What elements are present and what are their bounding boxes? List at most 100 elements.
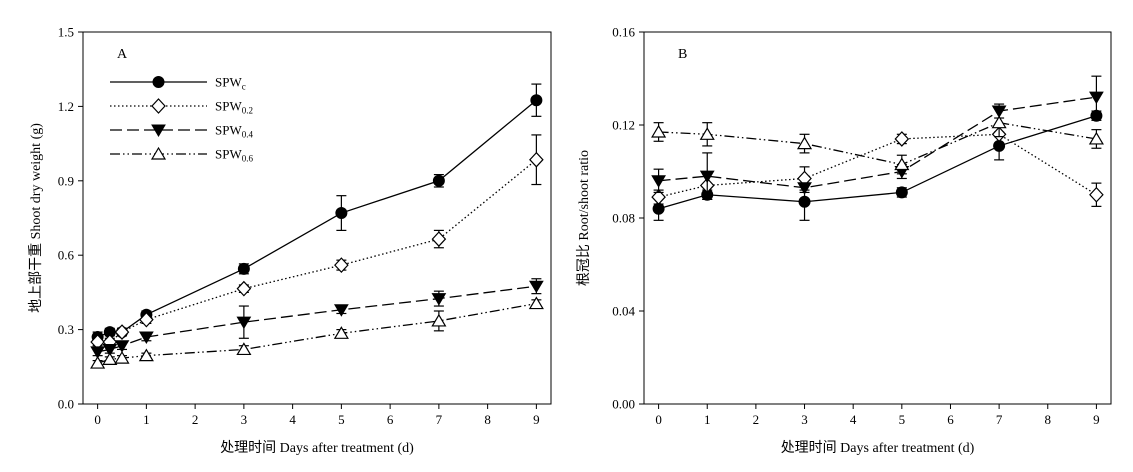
data-point	[114, 340, 130, 353]
data-point	[894, 157, 910, 171]
series-line	[658, 115, 1097, 210]
series-spw0-6	[90, 296, 544, 369]
data-point	[432, 174, 445, 187]
y-tick-label: 0.16	[612, 25, 635, 40]
data-point	[1088, 131, 1104, 145]
data-point	[236, 280, 252, 297]
data-point	[651, 189, 666, 205]
y-axis-label: 根冠比 Root/shoot ratio	[576, 150, 592, 286]
y-tick-label: 0.08	[612, 211, 635, 226]
series-line	[658, 96, 1097, 189]
x-tick-label: 4	[850, 412, 857, 427]
y-tick-label: 0.00	[612, 397, 635, 412]
x-tick-label: 4	[289, 412, 296, 427]
x-tick-label: 1	[704, 412, 711, 427]
y-tick-label: 0.12	[612, 118, 635, 133]
x-tick-label: 5	[338, 412, 345, 427]
x-tick-label: 8	[484, 412, 491, 427]
x-tick-label: 3	[801, 412, 808, 427]
data-point	[102, 343, 118, 357]
plot-frame	[82, 31, 552, 405]
y-tick-label: 0.9	[58, 173, 74, 188]
chart-b: 0 1 2 3 4 5 6 7 8 9 0.00 0.04 0.08 0.12 0.16 处理时间 Days …	[576, 25, 1112, 456]
x-tick-label: 7	[996, 412, 1003, 427]
x-tick-label: 5	[899, 412, 906, 427]
chart-a: 0 1 2 3 4 5 6 7 8 9 0.0 0.3 0.6 0.9 1.2 1.5 处理时间 Days af…	[28, 25, 552, 456]
data-point	[530, 94, 543, 107]
data-point	[138, 331, 154, 345]
series-line	[658, 122, 1097, 166]
data-point	[237, 262, 250, 275]
data-point	[991, 115, 1007, 129]
data-point	[431, 231, 447, 247]
x-tick-label: 6	[947, 412, 954, 427]
series-line	[97, 99, 537, 338]
data-point	[895, 186, 908, 199]
data-point	[236, 342, 252, 356]
x-tick-label: 1	[143, 412, 150, 427]
data-point	[334, 257, 349, 274]
panel-label: A	[117, 47, 128, 62]
data-point	[528, 280, 544, 294]
data-point	[699, 127, 715, 140]
series-spw0-6	[651, 108, 1104, 175]
data-point	[528, 296, 544, 310]
x-axis-label: 处理时间 Days after treatment (d)	[220, 440, 414, 456]
data-point	[90, 346, 106, 359]
data-point	[236, 316, 252, 330]
legend-label-main: SPW	[215, 123, 242, 138]
data-point	[114, 324, 130, 340]
legend-label-main: SPW	[215, 147, 242, 162]
series-spw0-4	[90, 278, 544, 359]
data-point	[1089, 186, 1104, 203]
series-line	[97, 285, 537, 353]
legend-marker	[151, 124, 166, 137]
data-point	[114, 350, 130, 364]
data-point	[651, 175, 666, 188]
legend-label: SPW0.2	[215, 99, 253, 116]
y-tick-label: 0.6	[58, 248, 75, 263]
x-tick-label: 9	[533, 412, 540, 427]
data-point	[529, 151, 544, 168]
legend-label: SPWc	[215, 75, 246, 92]
data-point	[797, 182, 812, 195]
data-point	[431, 313, 447, 327]
legend-label-subscript: 0.4	[242, 130, 254, 140]
legend-label: SPW0.4	[215, 123, 253, 140]
data-point	[138, 348, 154, 362]
series-spwc	[652, 109, 1103, 221]
x-tick-label: 3	[241, 412, 248, 427]
legend-label-subscript: c	[242, 82, 246, 92]
data-point	[1089, 91, 1104, 105]
y-tick-label: 0.04	[612, 304, 635, 319]
data-point	[431, 293, 447, 306]
data-point	[651, 124, 667, 138]
series-line	[658, 133, 1097, 198]
x-tick-label: 8	[1045, 412, 1052, 427]
data-point	[798, 195, 811, 208]
data-point	[335, 207, 348, 220]
data-point	[139, 311, 154, 328]
data-point	[894, 131, 910, 147]
y-tick-label: 0.3	[58, 322, 74, 337]
x-axis-label: 处理时间 Days after treatment (d)	[781, 440, 975, 456]
legend-label-subscript: 0.6	[242, 154, 254, 164]
legend-label-subscript: 0.2	[242, 106, 253, 116]
data-point	[333, 304, 349, 317]
x-tick-label: 2	[192, 412, 199, 427]
legend-marker	[152, 76, 165, 88]
plot-frame	[643, 31, 1112, 405]
x-tick-label: 2	[753, 412, 760, 427]
data-point	[796, 136, 813, 150]
data-point	[699, 170, 715, 184]
data-point	[333, 326, 349, 339]
series-spwc	[91, 83, 543, 344]
series-spw0-4	[651, 75, 1104, 200]
legend-label-main: SPW	[215, 99, 242, 114]
y-tick-label: 0.0	[58, 397, 74, 412]
data-point	[90, 355, 106, 369]
legend-marker	[151, 98, 166, 114]
legend-label-main: SPW	[215, 75, 242, 90]
